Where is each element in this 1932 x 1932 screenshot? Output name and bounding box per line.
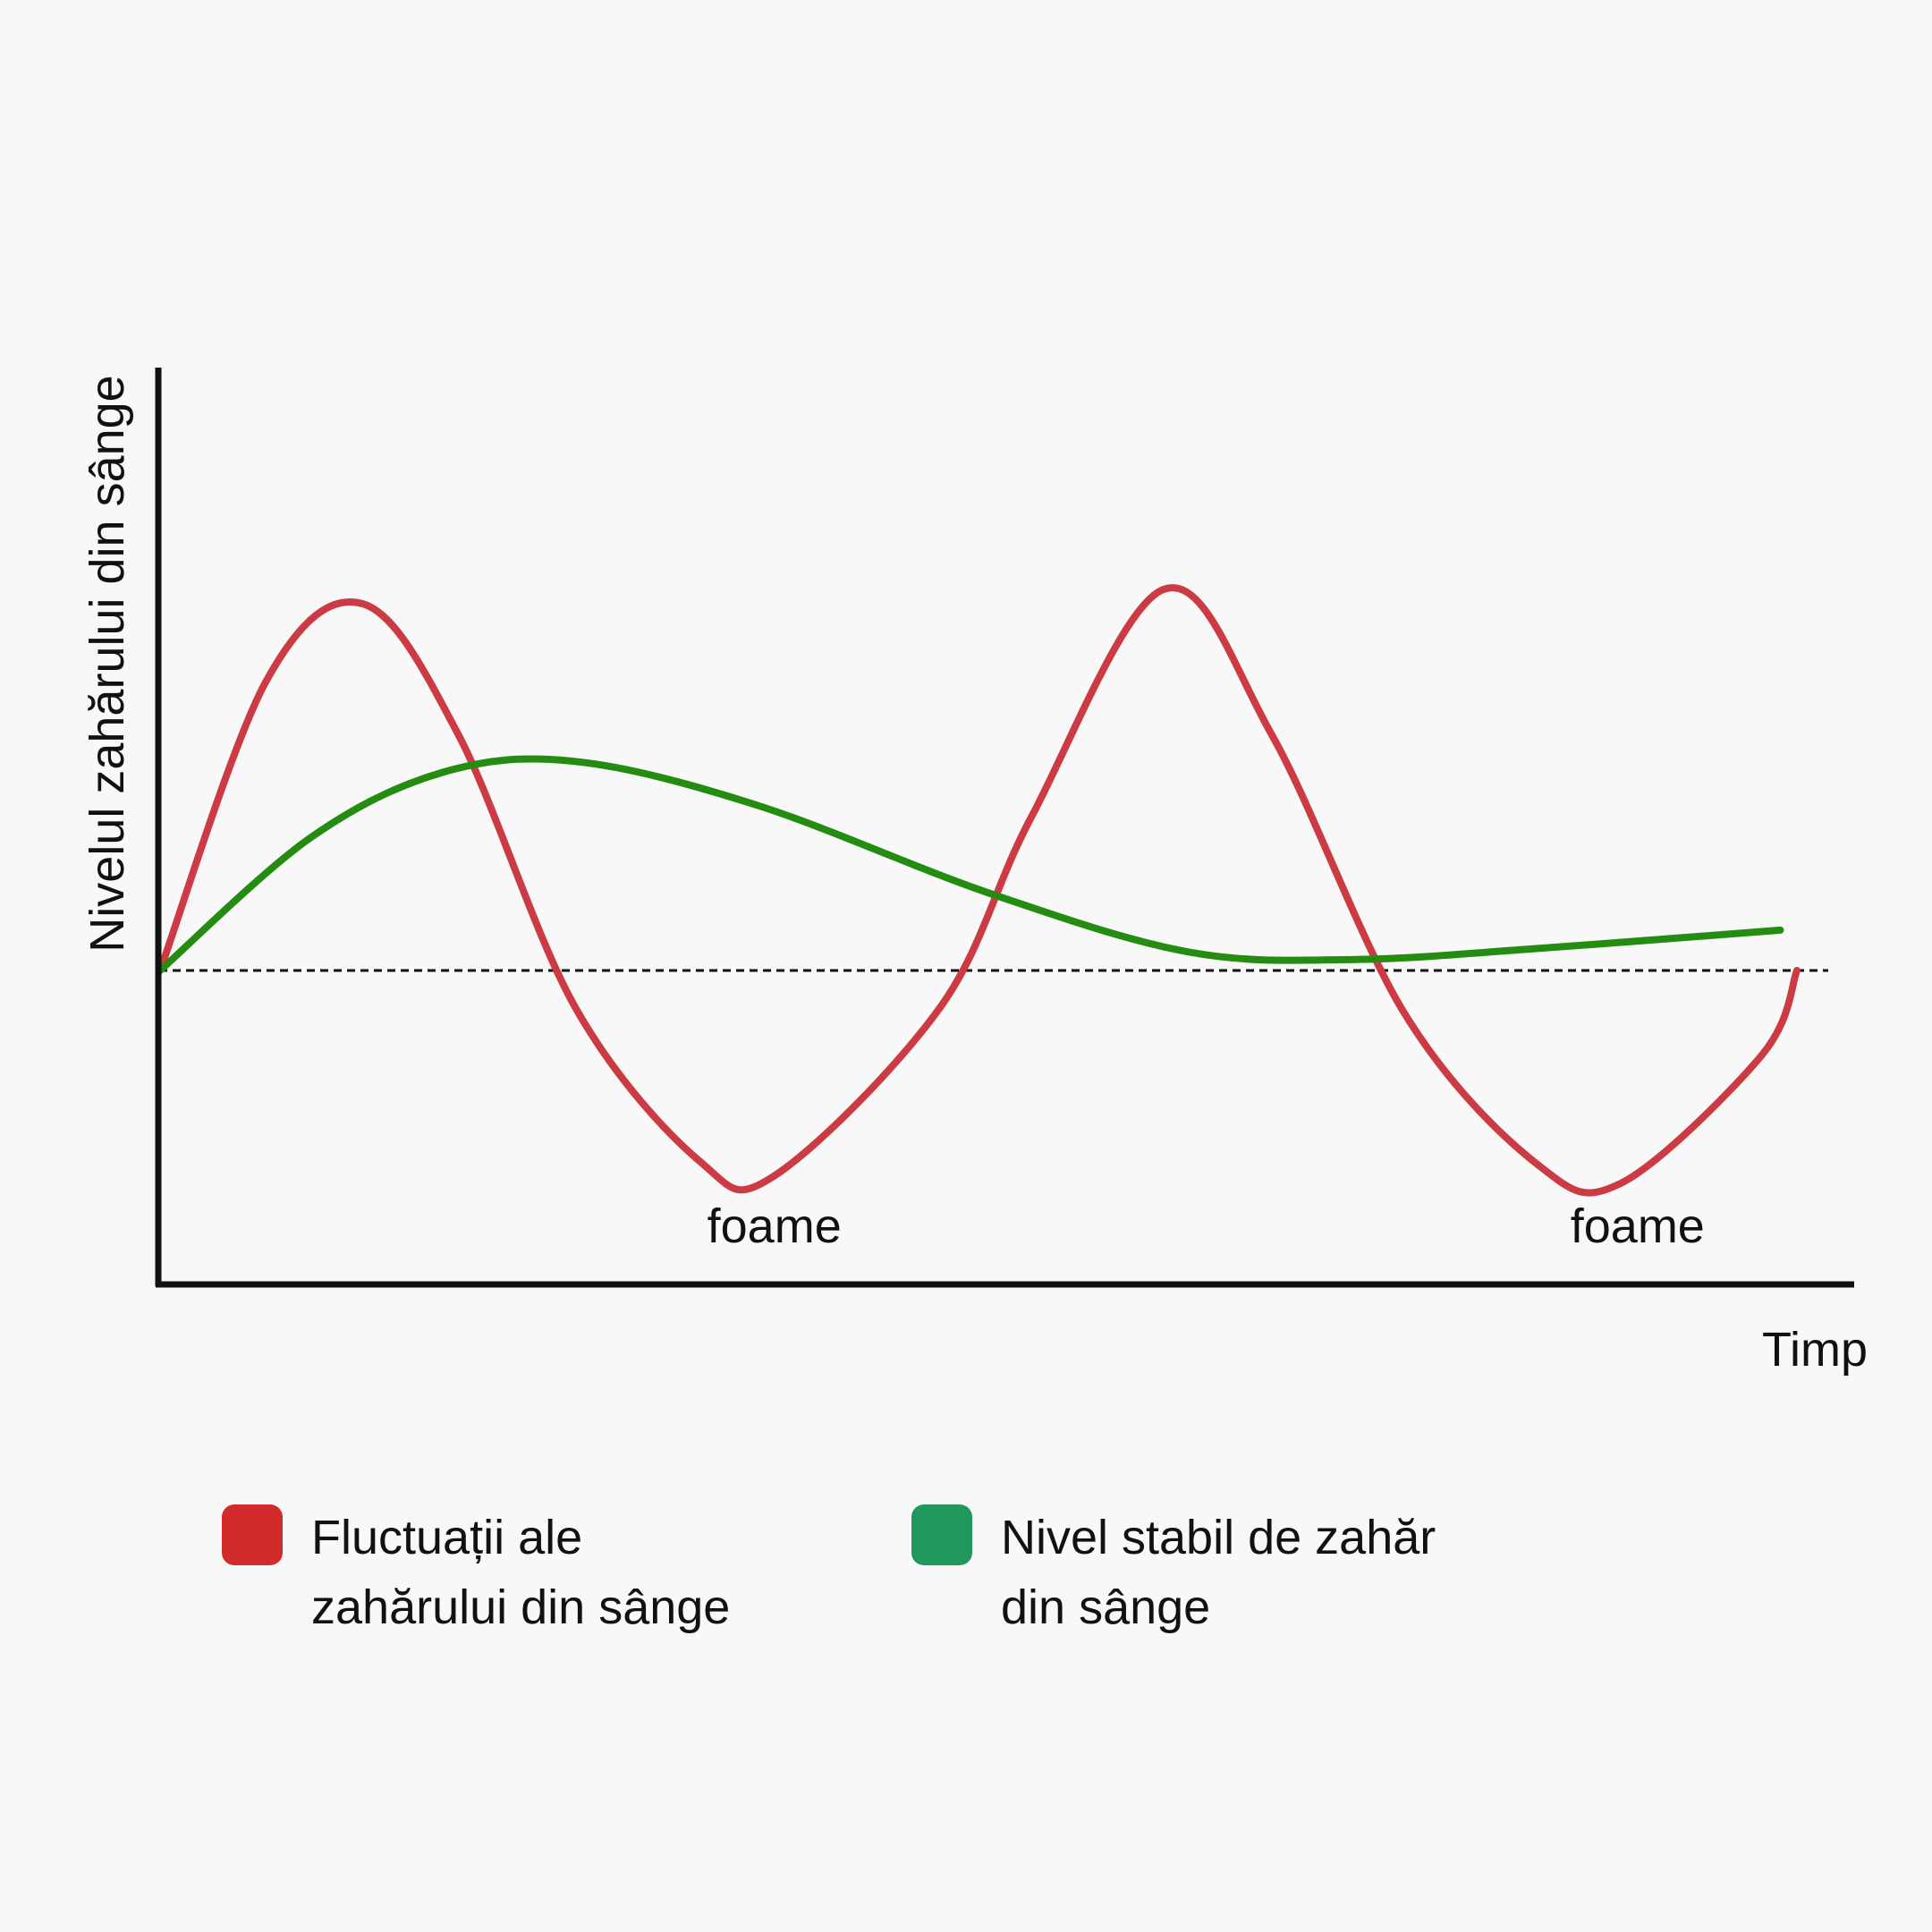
legend-label-line2: zahărului din sânge [311, 1580, 731, 1634]
legend-item-fluctuations: Fluctuații ale zahărului din sânge [222, 1503, 884, 1642]
series-line-fluctuations [157, 584, 1801, 1197]
x-axis-label: Timp [1762, 1323, 1868, 1377]
legend-label: Fluctuații ale zahărului din sânge [311, 1503, 884, 1642]
series-line-stable [157, 755, 1784, 974]
legend-swatch-red [222, 1504, 283, 1565]
legend-label-line2: din sânge [1001, 1580, 1211, 1634]
y-axis-label: Nivelul zahărului din sânge [80, 375, 134, 952]
annotation-hunger-1: foame [708, 1199, 842, 1253]
legend-item-stable: Nivel stabil de zahăr din sânge [911, 1503, 1573, 1642]
legend-swatch-green [911, 1504, 972, 1565]
annotation-hunger-2: foame [1571, 1199, 1705, 1253]
legend-label: Nivel stabil de zahăr din sânge [1001, 1503, 1573, 1642]
legend-label-line1: Nivel stabil de zahăr [1001, 1511, 1436, 1564]
legend-label-line1: Fluctuații ale [311, 1511, 583, 1564]
